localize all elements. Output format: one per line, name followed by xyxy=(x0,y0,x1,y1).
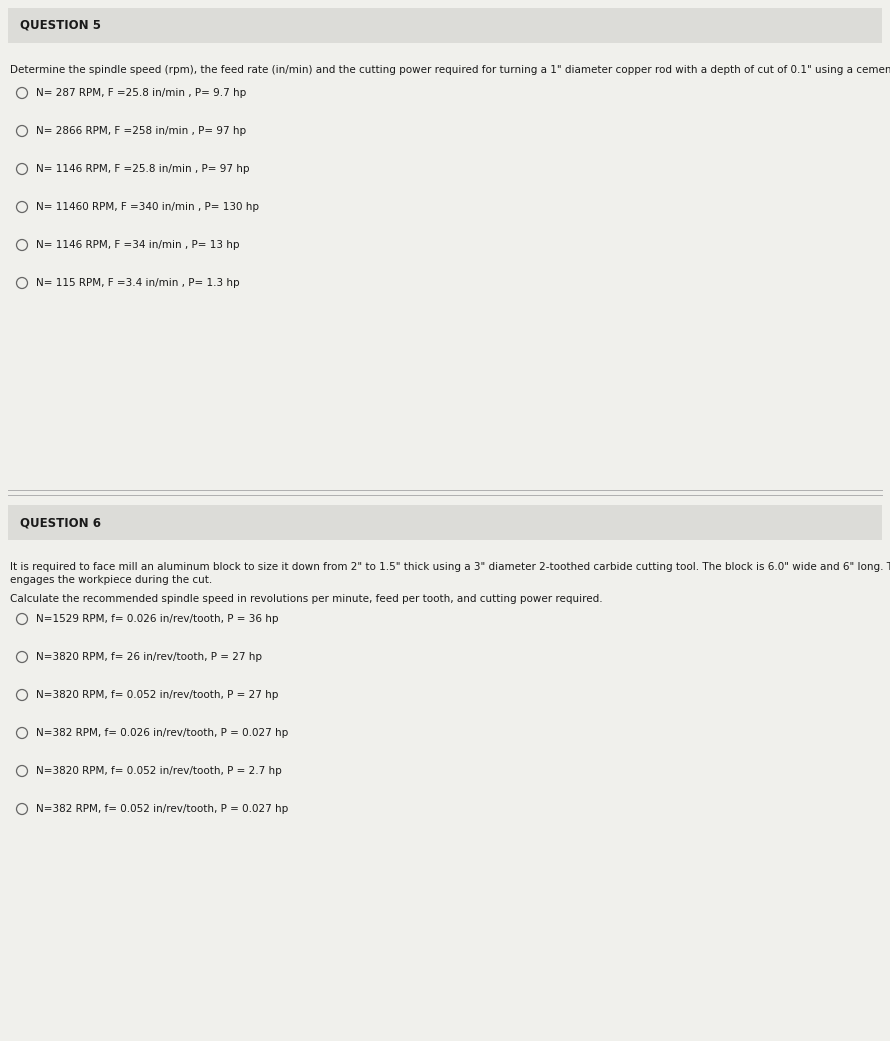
Text: It is required to face mill an aluminum block to size it down from 2" to 1.5" th: It is required to face mill an aluminum … xyxy=(10,562,890,585)
Text: N=3820 RPM, f= 0.052 in/rev/tooth, P = 2.7 hp: N=3820 RPM, f= 0.052 in/rev/tooth, P = 2… xyxy=(36,766,282,776)
Text: N=3820 RPM, f= 0.052 in/rev/tooth, P = 27 hp: N=3820 RPM, f= 0.052 in/rev/tooth, P = 2… xyxy=(36,690,279,700)
Text: N=382 RPM, f= 0.052 in/rev/tooth, P = 0.027 hp: N=382 RPM, f= 0.052 in/rev/tooth, P = 0.… xyxy=(36,804,288,814)
Text: QUESTION 6: QUESTION 6 xyxy=(20,516,101,529)
Text: Calculate the recommended spindle speed in revolutions per minute, feed per toot: Calculate the recommended spindle speed … xyxy=(10,594,603,604)
Bar xyxy=(8,505,882,540)
Text: QUESTION 5: QUESTION 5 xyxy=(20,19,101,32)
Text: N= 1146 RPM, F =25.8 in/min , P= 97 hp: N= 1146 RPM, F =25.8 in/min , P= 97 hp xyxy=(36,164,249,174)
Text: N=382 RPM, f= 0.026 in/rev/tooth, P = 0.027 hp: N=382 RPM, f= 0.026 in/rev/tooth, P = 0.… xyxy=(36,728,288,738)
Bar xyxy=(8,8,882,43)
Text: N= 2866 RPM, F =258 in/min , P= 97 hp: N= 2866 RPM, F =258 in/min , P= 97 hp xyxy=(36,126,247,136)
Text: N= 11460 RPM, F =340 in/min , P= 130 hp: N= 11460 RPM, F =340 in/min , P= 130 hp xyxy=(36,202,259,212)
Text: N=3820 RPM, f= 26 in/rev/tooth, P = 27 hp: N=3820 RPM, f= 26 in/rev/tooth, P = 27 h… xyxy=(36,652,262,662)
Text: N= 1146 RPM, F =34 in/min , P= 13 hp: N= 1146 RPM, F =34 in/min , P= 13 hp xyxy=(36,240,239,250)
Text: Determine the spindle speed (rpm), the feed rate (in/min) and the cutting power : Determine the spindle speed (rpm), the f… xyxy=(10,65,890,75)
Text: N=1529 RPM, f= 0.026 in/rev/tooth, P = 36 hp: N=1529 RPM, f= 0.026 in/rev/tooth, P = 3… xyxy=(36,614,279,624)
Text: N= 287 RPM, F =25.8 in/min , P= 9.7 hp: N= 287 RPM, F =25.8 in/min , P= 9.7 hp xyxy=(36,88,247,98)
Text: N= 115 RPM, F =3.4 in/min , P= 1.3 hp: N= 115 RPM, F =3.4 in/min , P= 1.3 hp xyxy=(36,278,239,288)
